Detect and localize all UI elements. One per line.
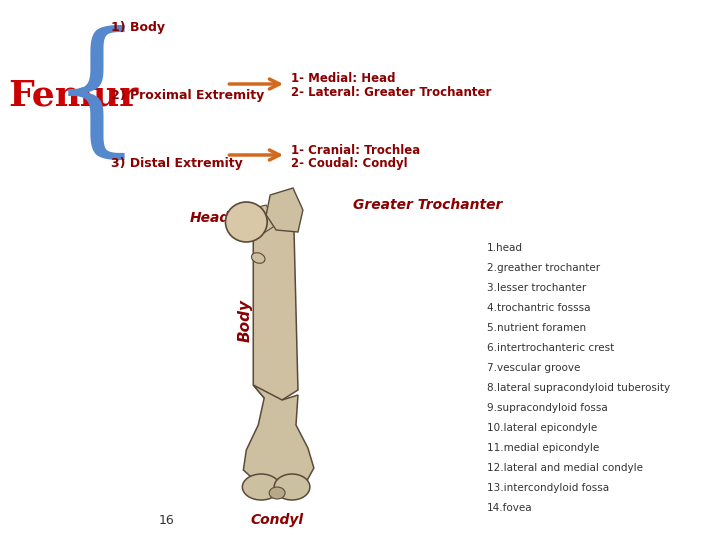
Text: 1- Medial: Head: 1- Medial: Head <box>291 72 395 85</box>
Text: 10.lateral epicondyle: 10.lateral epicondyle <box>487 423 597 433</box>
Polygon shape <box>243 385 314 492</box>
Ellipse shape <box>243 474 280 500</box>
Ellipse shape <box>251 253 265 264</box>
Text: Greater Trochanter: Greater Trochanter <box>353 198 502 212</box>
Text: 13.intercondyloid fossa: 13.intercondyloid fossa <box>487 483 609 493</box>
Text: 14.fovea: 14.fovea <box>487 503 532 513</box>
Polygon shape <box>266 188 303 232</box>
Text: 8.lateral supracondyloid tuberosity: 8.lateral supracondyloid tuberosity <box>487 383 670 393</box>
Text: 11.medial epicondyle: 11.medial epicondyle <box>487 443 599 453</box>
Text: 4.trochantric fosssa: 4.trochantric fosssa <box>487 303 590 313</box>
Ellipse shape <box>225 202 267 242</box>
Text: 1) Body: 1) Body <box>112 21 166 33</box>
Text: 2.greather trochanter: 2.greather trochanter <box>487 263 600 273</box>
Text: 12.lateral and medial condyle: 12.lateral and medial condyle <box>487 463 643 473</box>
Ellipse shape <box>274 474 310 500</box>
Text: Femur: Femur <box>8 78 138 112</box>
Polygon shape <box>253 222 298 400</box>
Text: 5.nutrient foramen: 5.nutrient foramen <box>487 323 586 333</box>
Text: 3.lesser trochanter: 3.lesser trochanter <box>487 283 586 293</box>
Text: 16: 16 <box>159 514 175 526</box>
Text: Condyl: Condyl <box>251 513 304 527</box>
Text: Head: Head <box>190 211 230 225</box>
Text: 9.supracondyloid fossa: 9.supracondyloid fossa <box>487 403 608 413</box>
Text: 1- Cranial: Trochlea: 1- Cranial: Trochlea <box>291 144 420 157</box>
Text: 2) Proximal Extremity: 2) Proximal Extremity <box>112 89 264 102</box>
Text: 6.intertrochanteric crest: 6.intertrochanteric crest <box>487 343 614 353</box>
Text: 2- Coudal: Condyl: 2- Coudal: Condyl <box>291 157 408 170</box>
Ellipse shape <box>269 487 285 499</box>
Text: 2- Lateral: Greater Trochanter: 2- Lateral: Greater Trochanter <box>291 85 491 98</box>
Text: 3) Distal Extremity: 3) Distal Extremity <box>112 157 243 170</box>
Text: 1.head: 1.head <box>487 243 523 253</box>
Text: Body: Body <box>238 299 253 341</box>
Text: {: { <box>50 24 143 165</box>
Polygon shape <box>246 205 276 238</box>
Text: 7.vescular groove: 7.vescular groove <box>487 363 580 373</box>
